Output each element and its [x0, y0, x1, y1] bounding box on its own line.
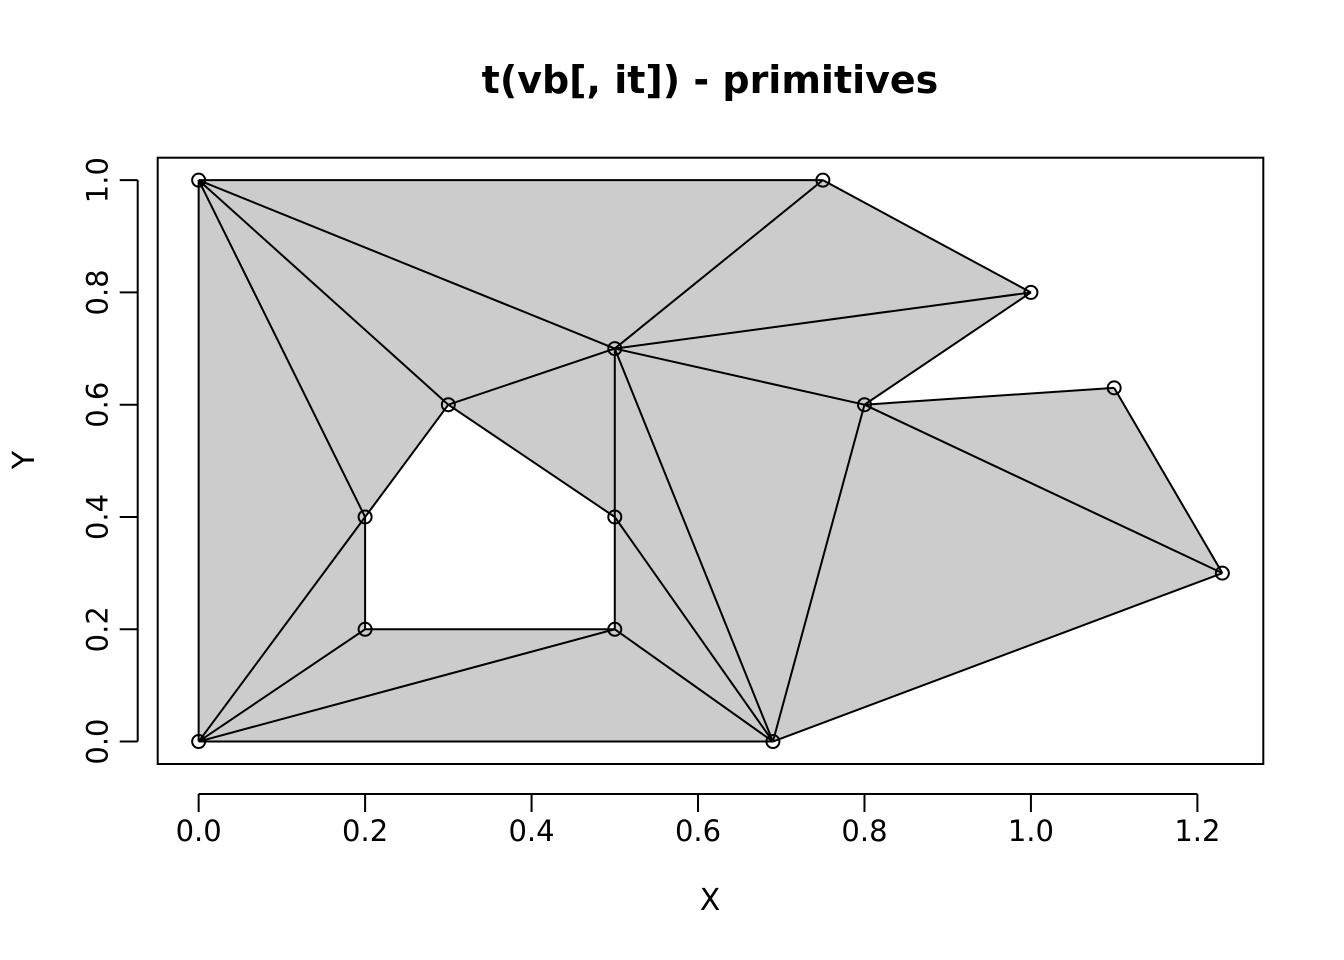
point-4 [856, 397, 872, 413]
point-1 [765, 734, 781, 750]
point-13 [357, 509, 373, 525]
edge-7-8 [198, 179, 616, 350]
x-tick-label: 1.2 [1174, 814, 1220, 848]
edges [197, 179, 1224, 743]
triangle-8 [864, 387, 1223, 574]
triangle-3 [198, 629, 773, 742]
edge-6-7 [614, 179, 824, 350]
triangle-7 [772, 404, 1223, 742]
y-axis: 0.0 0.2 0.4 0.6 0.8 1.0 [81, 157, 139, 765]
x-tick-label: 0.6 [675, 814, 721, 848]
triangle-14 [448, 348, 615, 517]
x-tick-label: 0.2 [342, 814, 388, 848]
x-tick-label: 0.0 [176, 814, 222, 848]
edge-0-10 [198, 628, 616, 743]
point-5 [1023, 284, 1039, 300]
y-tick-label: 1.0 [81, 157, 115, 203]
x-axis: 0.0 0.2 0.4 0.6 0.8 1.0 1.2 [176, 793, 1220, 848]
y-tick-label: 0.6 [81, 382, 115, 428]
point-11 [607, 509, 623, 525]
triangle-0 [198, 180, 366, 742]
edge-5-7 [614, 291, 1032, 350]
point-0 [191, 734, 207, 750]
edge-8-12 [197, 179, 450, 406]
triangle-12 [198, 180, 615, 405]
point-2 [1214, 565, 1230, 581]
edge-1-7 [613, 348, 774, 742]
edge-1-11 [613, 516, 774, 743]
edge-2-4 [864, 403, 1223, 575]
edge-12-13 [364, 404, 450, 518]
x-tick-label: 0.8 [841, 814, 887, 848]
edge-4-5 [863, 291, 1032, 406]
edge-0-13 [197, 516, 366, 743]
y-tick-label: 0.8 [81, 269, 115, 315]
edge-2-3 [1113, 387, 1224, 574]
triangle-6 [614, 348, 865, 742]
edge-11-12 [447, 403, 616, 518]
point-9 [357, 621, 373, 637]
y-tick-label: 0.0 [81, 718, 115, 764]
edge-1-10 [614, 628, 774, 743]
triangle-10 [614, 180, 1031, 349]
edge-4-7 [614, 347, 865, 406]
x-axis-label: X [700, 883, 721, 918]
edge-1-4 [771, 404, 866, 742]
x-tick-label: 0.4 [508, 814, 554, 848]
edge-8-13 [197, 179, 367, 518]
edge-1-2 [772, 572, 1223, 743]
y-tick-label: 0.4 [81, 494, 115, 540]
edge-7-12 [448, 347, 616, 406]
point-7 [607, 341, 623, 357]
x-tick-label: 1.0 [1008, 814, 1054, 848]
point-8 [191, 172, 207, 188]
edge-0-9 [198, 628, 366, 743]
triangle-9 [614, 292, 1031, 405]
point-3 [1106, 380, 1122, 396]
triangles [198, 180, 1223, 742]
triangle-13 [198, 180, 449, 517]
point-6 [815, 172, 831, 188]
points [191, 172, 1230, 750]
y-tick-label: 0.2 [81, 606, 115, 652]
edge-5-6 [822, 179, 1032, 294]
y-axis-label: Y [7, 450, 42, 470]
point-10 [607, 621, 623, 637]
point-12 [440, 397, 456, 413]
plot-frame [156, 156, 1265, 765]
edge-3-4 [864, 386, 1115, 406]
chart-title: t(vb[, it]) - primitives [482, 58, 939, 102]
